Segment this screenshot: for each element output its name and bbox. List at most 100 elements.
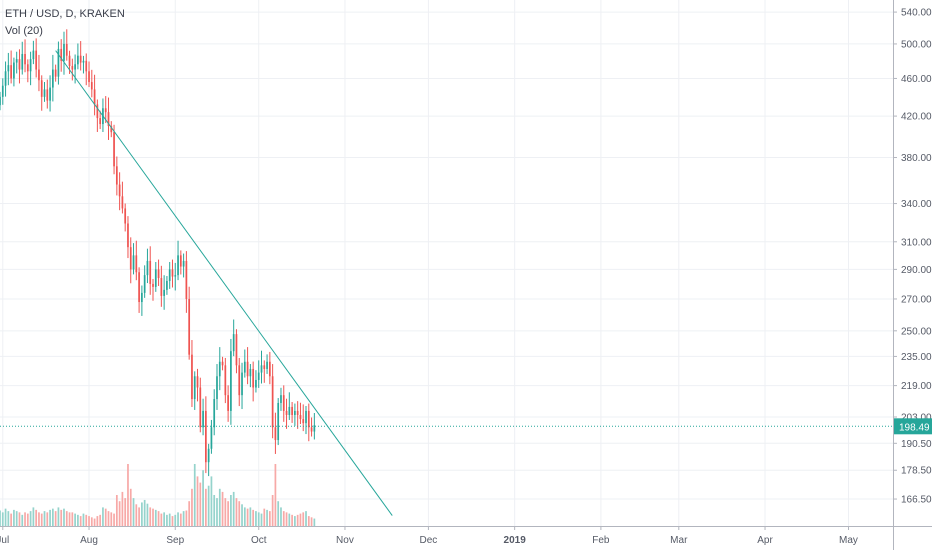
volume-bar: [102, 507, 104, 526]
candle: [149, 246, 152, 295]
candle-body: [224, 365, 227, 396]
candle-body: [191, 354, 193, 400]
candle-body: [13, 62, 15, 79]
candle: [285, 398, 288, 429]
candle-body: [310, 427, 313, 432]
volume-bar: [7, 511, 10, 526]
candle-body: [291, 406, 293, 415]
candle: [124, 203, 127, 232]
volume-bar: [138, 507, 140, 526]
candle: [127, 216, 129, 259]
candle: [90, 69, 93, 98]
volume-bar: [40, 513, 43, 526]
volume-bar: [282, 511, 285, 526]
candle: [93, 74, 96, 116]
candle: [227, 385, 229, 422]
candle-body: [18, 59, 21, 70]
candle-body: [96, 104, 99, 119]
volume-bar: [88, 516, 90, 526]
candle: [257, 360, 260, 388]
price-tick-label: 270.00: [901, 294, 932, 305]
candle: [294, 403, 296, 426]
volume-bar: [302, 512, 305, 526]
candle: [205, 396, 207, 474]
volume-bar: [266, 509, 268, 526]
volume-bar: [221, 491, 224, 526]
candle-body: [299, 414, 302, 420]
candle: [146, 248, 149, 284]
candle: [255, 370, 257, 393]
candle-body: [313, 425, 316, 432]
candle-body: [15, 59, 18, 63]
candle: [271, 364, 274, 439]
candle-body: [129, 247, 132, 270]
candle: [282, 385, 285, 422]
chart-legend: ETH / USD, D, KRAKEN Vol (20): [5, 6, 125, 40]
candle-body: [24, 53, 26, 65]
candle: [179, 250, 182, 275]
volume-bar: [191, 488, 193, 526]
candle-body: [124, 208, 127, 224]
volume-bar: [185, 510, 188, 526]
candle: [79, 41, 82, 71]
volume-bar: [227, 501, 229, 526]
volume-bar: [232, 491, 235, 526]
candle-body: [79, 55, 82, 63]
candle: [193, 371, 196, 410]
candle: [291, 401, 293, 423]
price-tick-label: 460.00: [901, 74, 932, 85]
candle-body: [21, 53, 24, 70]
volume-bar: [79, 516, 82, 526]
volume-bar: [32, 507, 35, 526]
volume-bar: [93, 518, 96, 526]
candle: [243, 349, 246, 378]
candle: [13, 57, 15, 87]
candle-body: [305, 410, 307, 424]
volume-bar: [205, 488, 207, 526]
price-tick-label: 166.50: [901, 495, 932, 506]
candle: [85, 53, 88, 86]
volume-bar: [118, 501, 121, 526]
volume-bar: [177, 512, 179, 526]
candle: [157, 259, 160, 286]
candle-body: [10, 65, 12, 79]
candle-body: [146, 260, 149, 276]
volume-bar: [230, 495, 232, 526]
candle: [35, 38, 38, 78]
time-tick-label: Aug: [80, 535, 98, 546]
candle: [307, 403, 310, 442]
volume-bar: [149, 507, 152, 526]
volume-bar: [127, 464, 129, 526]
candle-body: [0, 96, 1, 106]
volume-bar: [268, 511, 271, 526]
volume-bar: [163, 512, 165, 526]
candle-body: [71, 66, 74, 70]
candle: [230, 338, 232, 425]
volume-bar: [63, 508, 65, 526]
volume-bar: [174, 514, 177, 526]
candle: [96, 99, 99, 132]
volume-bar: [307, 516, 310, 526]
candle: [104, 96, 107, 124]
candle-body: [32, 50, 35, 60]
candle: [99, 110, 102, 130]
volume-bar: [65, 511, 68, 526]
candle: [196, 368, 199, 402]
volume-bar: [68, 512, 71, 526]
price-tick-label: 219.00: [901, 381, 932, 392]
candle-body: [168, 269, 171, 281]
candle-body: [188, 298, 191, 355]
volume-bar: [85, 514, 88, 526]
candle: [121, 181, 124, 214]
volume-bar: [54, 511, 57, 526]
price-tick-label: 290.00: [901, 265, 932, 276]
candle: [177, 240, 179, 281]
volume-bar: [252, 509, 255, 526]
candle-body: [35, 50, 38, 70]
candle: [249, 364, 252, 388]
candle: [168, 262, 171, 289]
candle-body: [177, 255, 179, 276]
